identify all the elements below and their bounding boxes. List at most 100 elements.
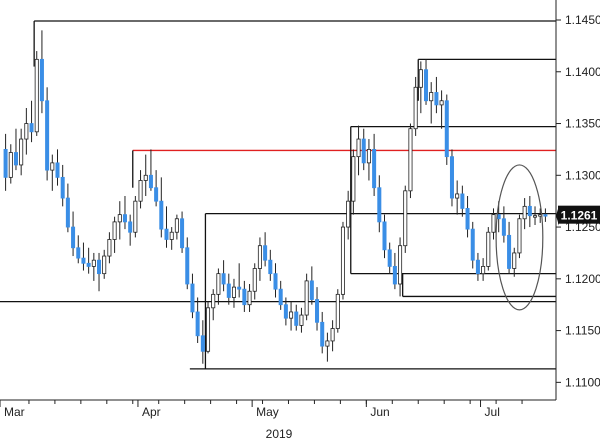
candle-body-down <box>470 228 475 261</box>
candle-body-up <box>304 280 309 316</box>
candle-body-up <box>133 200 138 233</box>
candle <box>195 297 200 344</box>
candle-body-up <box>257 245 262 269</box>
candle <box>263 232 268 267</box>
candle <box>91 252 96 281</box>
candle-body-up <box>398 245 403 285</box>
x-axis: Mar Apr May Jun Jul <box>0 400 523 419</box>
candle-body-down <box>309 280 314 300</box>
candle-body-up <box>481 265 486 275</box>
current-price-pointer <box>556 205 559 226</box>
candle-body-down <box>226 283 231 298</box>
candle <box>351 149 356 215</box>
candle-body-up <box>491 214 496 233</box>
candle <box>372 133 377 196</box>
candle <box>330 320 335 352</box>
candle <box>278 280 283 310</box>
candle-body-up <box>19 138 24 166</box>
candle <box>164 206 169 248</box>
candle-body-down <box>387 249 392 267</box>
candle-body-up <box>247 290 252 306</box>
candle-body-down <box>148 174 153 189</box>
candle-body-down <box>180 218 185 249</box>
candle-body-up <box>252 268 257 292</box>
candle <box>491 208 496 240</box>
x-tick-label: Jul <box>485 405 500 419</box>
candle <box>517 214 522 259</box>
candle-body-down <box>65 197 70 228</box>
candle <box>71 211 76 257</box>
y-tick-label: 1.1350 <box>565 117 600 131</box>
candle-body-up <box>299 314 304 326</box>
candle <box>346 190 351 240</box>
candle-body-up <box>455 193 460 199</box>
candle-body-down <box>424 69 429 102</box>
candle <box>408 123 413 199</box>
y-tick-label: 1.1450 <box>565 13 600 27</box>
candle-body-up <box>325 340 330 347</box>
candle <box>128 214 133 246</box>
candle <box>527 196 532 228</box>
candle <box>252 263 257 300</box>
candle <box>107 232 112 264</box>
candle-body-up <box>512 252 517 269</box>
candle-body-down <box>195 311 200 337</box>
candle <box>102 249 107 279</box>
candle <box>465 196 470 238</box>
candle <box>237 263 242 298</box>
candle <box>180 211 185 253</box>
candle-body-down <box>475 259 480 275</box>
candle-body-down <box>543 214 548 217</box>
candle-body-up <box>138 180 143 202</box>
candle <box>138 170 143 209</box>
candle-body-up <box>143 174 148 181</box>
candle <box>200 320 205 364</box>
candle <box>242 280 247 312</box>
y-tick-label: 1.1200 <box>565 272 600 286</box>
candle-body-down <box>221 273 226 285</box>
candle-body-down <box>81 257 86 264</box>
candle-body-up <box>366 149 371 164</box>
annotation-layer <box>495 164 544 311</box>
candle <box>382 214 387 259</box>
candle-body-down <box>122 214 127 223</box>
candle <box>174 214 179 240</box>
candle-body-up <box>340 226 345 295</box>
candle <box>335 289 340 333</box>
candle <box>169 227 174 250</box>
candle-body-down <box>154 187 159 202</box>
candle-body-down <box>527 205 532 217</box>
candle-body-up <box>517 218 522 254</box>
candle-body-up <box>50 162 55 171</box>
candle <box>424 59 429 105</box>
candle-body-up <box>486 231 491 267</box>
candle-body-up <box>356 138 361 158</box>
candle <box>455 180 460 215</box>
candle <box>39 30 44 114</box>
candle <box>185 237 190 290</box>
candle <box>512 247 517 277</box>
candle <box>418 61 423 114</box>
candle <box>361 128 366 171</box>
candle <box>211 289 216 321</box>
candle <box>533 206 538 225</box>
candle-body-down <box>320 321 325 347</box>
candle <box>45 87 50 181</box>
y-tick-label: 1.1400 <box>565 65 600 79</box>
candle-body-down <box>128 221 133 233</box>
candle <box>97 252 102 292</box>
candle <box>81 242 86 271</box>
candle-body-down <box>315 299 320 323</box>
candle-body-down <box>372 149 377 189</box>
candle <box>507 221 512 274</box>
candle <box>148 149 153 191</box>
candle-body-down <box>273 273 278 290</box>
candle <box>320 311 325 354</box>
candle <box>117 201 122 240</box>
candle <box>377 175 382 233</box>
x-tick-label: Apr <box>142 405 161 419</box>
candle <box>24 108 29 155</box>
candle <box>13 128 18 171</box>
candle-body-up <box>34 58 39 133</box>
